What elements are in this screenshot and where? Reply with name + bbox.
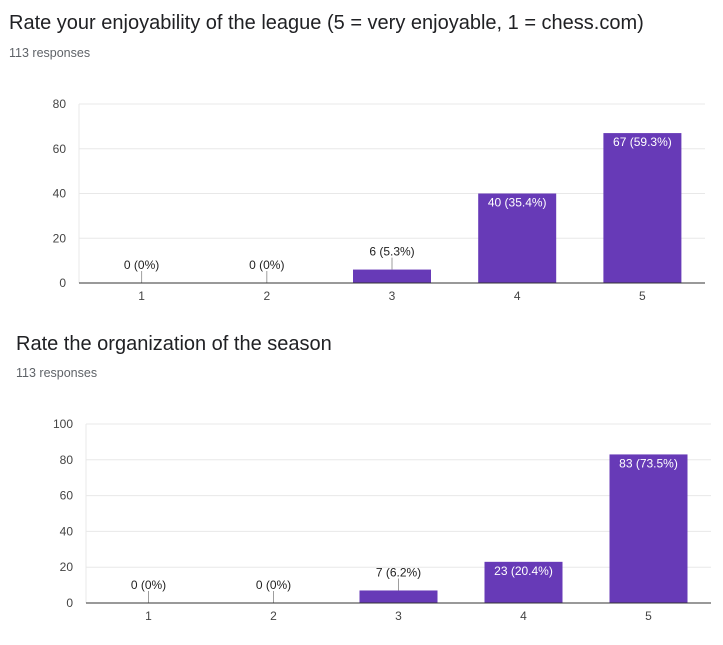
y-tick-label: 40 bbox=[53, 187, 67, 201]
data-label: 0 (0%) bbox=[131, 578, 166, 592]
data-label: 0 (0%) bbox=[249, 258, 284, 272]
question-title: Rate the organization of the season bbox=[16, 333, 332, 355]
bar bbox=[609, 454, 688, 603]
data-label: 40 (35.4%) bbox=[488, 196, 547, 210]
x-tick-label: 3 bbox=[389, 289, 396, 303]
x-tick-label: 5 bbox=[645, 609, 652, 623]
bar bbox=[478, 193, 557, 283]
question-organization: Rate the organization of the season 113 … bbox=[0, 320, 723, 645]
response-count: 113 responses bbox=[9, 46, 91, 60]
x-tick-label: 2 bbox=[270, 609, 277, 623]
bar-chart-enjoyability: 0 20 40 60 80 0 (0%) 1 0 (0%) 2 6 (5.3%) 3 40 (35.4… bbox=[53, 97, 705, 303]
y-tick-label: 40 bbox=[60, 524, 74, 538]
y-tick-label: 20 bbox=[60, 560, 74, 574]
x-tick-label: 2 bbox=[263, 289, 270, 303]
y-tick-label: 100 bbox=[53, 417, 73, 431]
x-tick-label: 3 bbox=[395, 609, 402, 623]
data-label: 83 (73.5%) bbox=[619, 456, 678, 470]
y-tick-label: 0 bbox=[59, 276, 66, 290]
data-label: 23 (20.4%) bbox=[494, 564, 553, 578]
y-tick-label: 60 bbox=[60, 489, 74, 503]
x-tick-label: 1 bbox=[138, 289, 145, 303]
bar bbox=[603, 133, 682, 283]
data-label: 0 (0%) bbox=[256, 578, 291, 592]
data-label: 67 (59.3%) bbox=[613, 135, 672, 149]
y-tick-label: 20 bbox=[53, 231, 67, 245]
y-tick-label: 0 bbox=[66, 596, 73, 610]
y-tick-label: 80 bbox=[53, 97, 67, 111]
bar bbox=[484, 561, 563, 603]
x-tick-label: 4 bbox=[514, 289, 521, 303]
y-tick-label: 80 bbox=[60, 453, 74, 467]
x-tick-label: 5 bbox=[639, 289, 646, 303]
bar bbox=[353, 269, 431, 283]
bar-chart-organization: 0 20 40 60 80 100 0 (0%) 1 0 (0%) 2 7 (6.2%) 3 23 (2… bbox=[53, 417, 711, 623]
x-tick-label: 4 bbox=[520, 609, 527, 623]
data-label: 6 (5.3%) bbox=[369, 245, 414, 259]
question-title: Rate your enjoyability of the league (5 … bbox=[9, 12, 644, 34]
y-tick-label: 60 bbox=[53, 142, 67, 156]
bar bbox=[359, 590, 438, 603]
x-tick-label: 1 bbox=[145, 609, 152, 623]
response-count: 113 responses bbox=[16, 366, 98, 380]
data-label: 0 (0%) bbox=[124, 258, 159, 272]
question-enjoyability: Rate your enjoyability of the league (5 … bbox=[0, 0, 723, 320]
data-label: 7 (6.2%) bbox=[376, 565, 421, 579]
